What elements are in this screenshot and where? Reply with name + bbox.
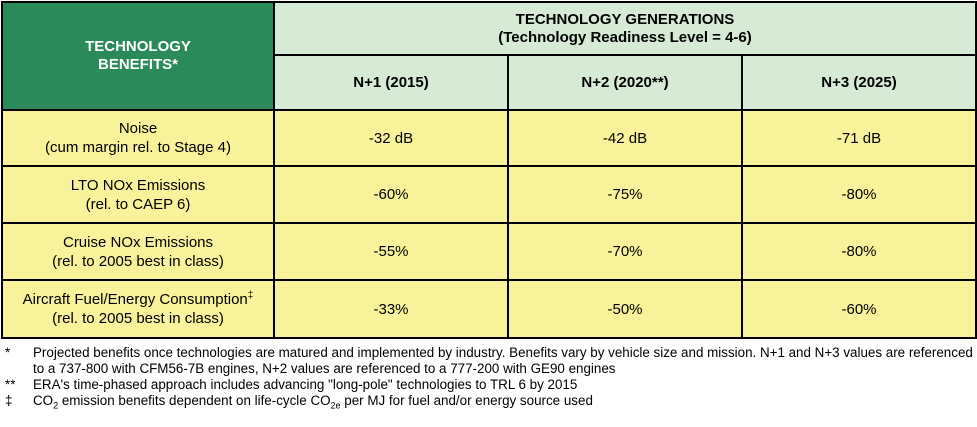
technology-benefits-table: TECHNOLOGY BENEFITS* TECHNOLOGY GENERATI…	[1, 1, 977, 339]
corner-line-2: BENEFITS*	[97, 56, 178, 73]
column-header-n3: N+3 (2025)	[741, 54, 977, 111]
row-sublabel-text: (rel. to 2005 best in class)	[52, 252, 224, 270]
footnote-subscript: 2	[53, 400, 59, 411]
footnote-text: ERA's time-phased approach includes adva…	[33, 377, 578, 392]
row-label-main: Aircraft Fuel/Energy Consumption	[22, 291, 248, 308]
row-sublabel-text: (cum margin rel. to Stage 4)	[45, 139, 231, 156]
table-cell: -32 dB	[273, 109, 509, 167]
table-cell: -60%	[741, 279, 977, 339]
row-label-noise: Noise (cum margin rel. to Stage 4)	[1, 109, 275, 167]
row-label-lto-nox: LTO NOx Emissions (rel. to CAEP 6)	[1, 165, 275, 224]
table-cell: -55%	[273, 222, 509, 281]
footnote-2: ** ERA's time-phased approach includes a…	[5, 377, 973, 393]
table-cell: -75%	[507, 165, 743, 224]
corner-header: TECHNOLOGY BENEFITS*	[1, 1, 275, 111]
footnote-mark: **	[5, 377, 16, 392]
footnote-text: CO2 emission benefits dependent on life-…	[33, 393, 973, 411]
row-label-text: Aircraft Fuel/Energy Consumption‡	[3, 290, 273, 309]
table-cell: -70%	[507, 222, 743, 281]
row-label-text: Cruise NOx Emissions	[62, 233, 214, 251]
footnotes: * Projected benefits once technologies a…	[5, 345, 973, 411]
row-sublabel-text: (rel. to CAEP 6)	[85, 195, 191, 213]
row-sublabel-text: (rel. to 2005 best in class)	[52, 310, 224, 327]
table-cell: -80%	[741, 165, 977, 224]
table-cell: -50%	[507, 279, 743, 339]
column-header-n2: N+2 (2020**)	[507, 54, 743, 111]
footnote-subscript: 2e	[330, 400, 341, 411]
double-dagger-mark: ‡	[247, 290, 254, 301]
table-row: Noise (cum margin rel. to Stage 4) -32 d…	[1, 109, 977, 167]
footnote-text: Projected benefits once technologies are…	[33, 345, 973, 376]
footnote-mark: *	[5, 345, 11, 360]
table-cell: -71 dB	[741, 109, 977, 167]
table-cell: -33%	[273, 279, 509, 339]
table-cell: -60%	[273, 165, 509, 224]
table-cell: -80%	[741, 222, 977, 281]
generations-title: TECHNOLOGY GENERATIONS	[515, 10, 735, 28]
row-label-fuel-energy: Aircraft Fuel/Energy Consumption‡ (rel. …	[1, 279, 275, 339]
row-label-text: LTO NOx Emissions	[70, 176, 206, 194]
generations-subtitle: (Technology Readiness Level = 4-6)	[498, 28, 752, 46]
footnote-text-part: CO	[33, 393, 54, 408]
table-row: Cruise NOx Emissions (rel. to 2005 best …	[1, 222, 977, 281]
row-label-cruise-nox: Cruise NOx Emissions (rel. to 2005 best …	[1, 222, 275, 281]
generations-header: TECHNOLOGY GENERATIONS (Technology Readi…	[273, 1, 977, 56]
table-cell: -42 dB	[507, 109, 743, 167]
footnote-text-part: emission benefits dependent on life-cycl…	[58, 393, 331, 408]
table-row: Aircraft Fuel/Energy Consumption‡ (rel. …	[1, 279, 977, 339]
column-header-n1: N+1 (2015)	[273, 54, 509, 111]
footnote-3: ‡ CO2 emission benefits dependent on lif…	[5, 393, 973, 411]
footnote-text-part: per MJ for fuel and/or energy source use…	[340, 393, 593, 408]
row-label-text: Noise	[118, 120, 158, 137]
footnote-1: * Projected benefits once technologies a…	[5, 345, 973, 377]
table-row: LTO NOx Emissions (rel. to CAEP 6) -60% …	[1, 165, 977, 224]
footnote-mark: ‡	[5, 393, 13, 408]
corner-line-1: TECHNOLOGY	[85, 38, 191, 55]
